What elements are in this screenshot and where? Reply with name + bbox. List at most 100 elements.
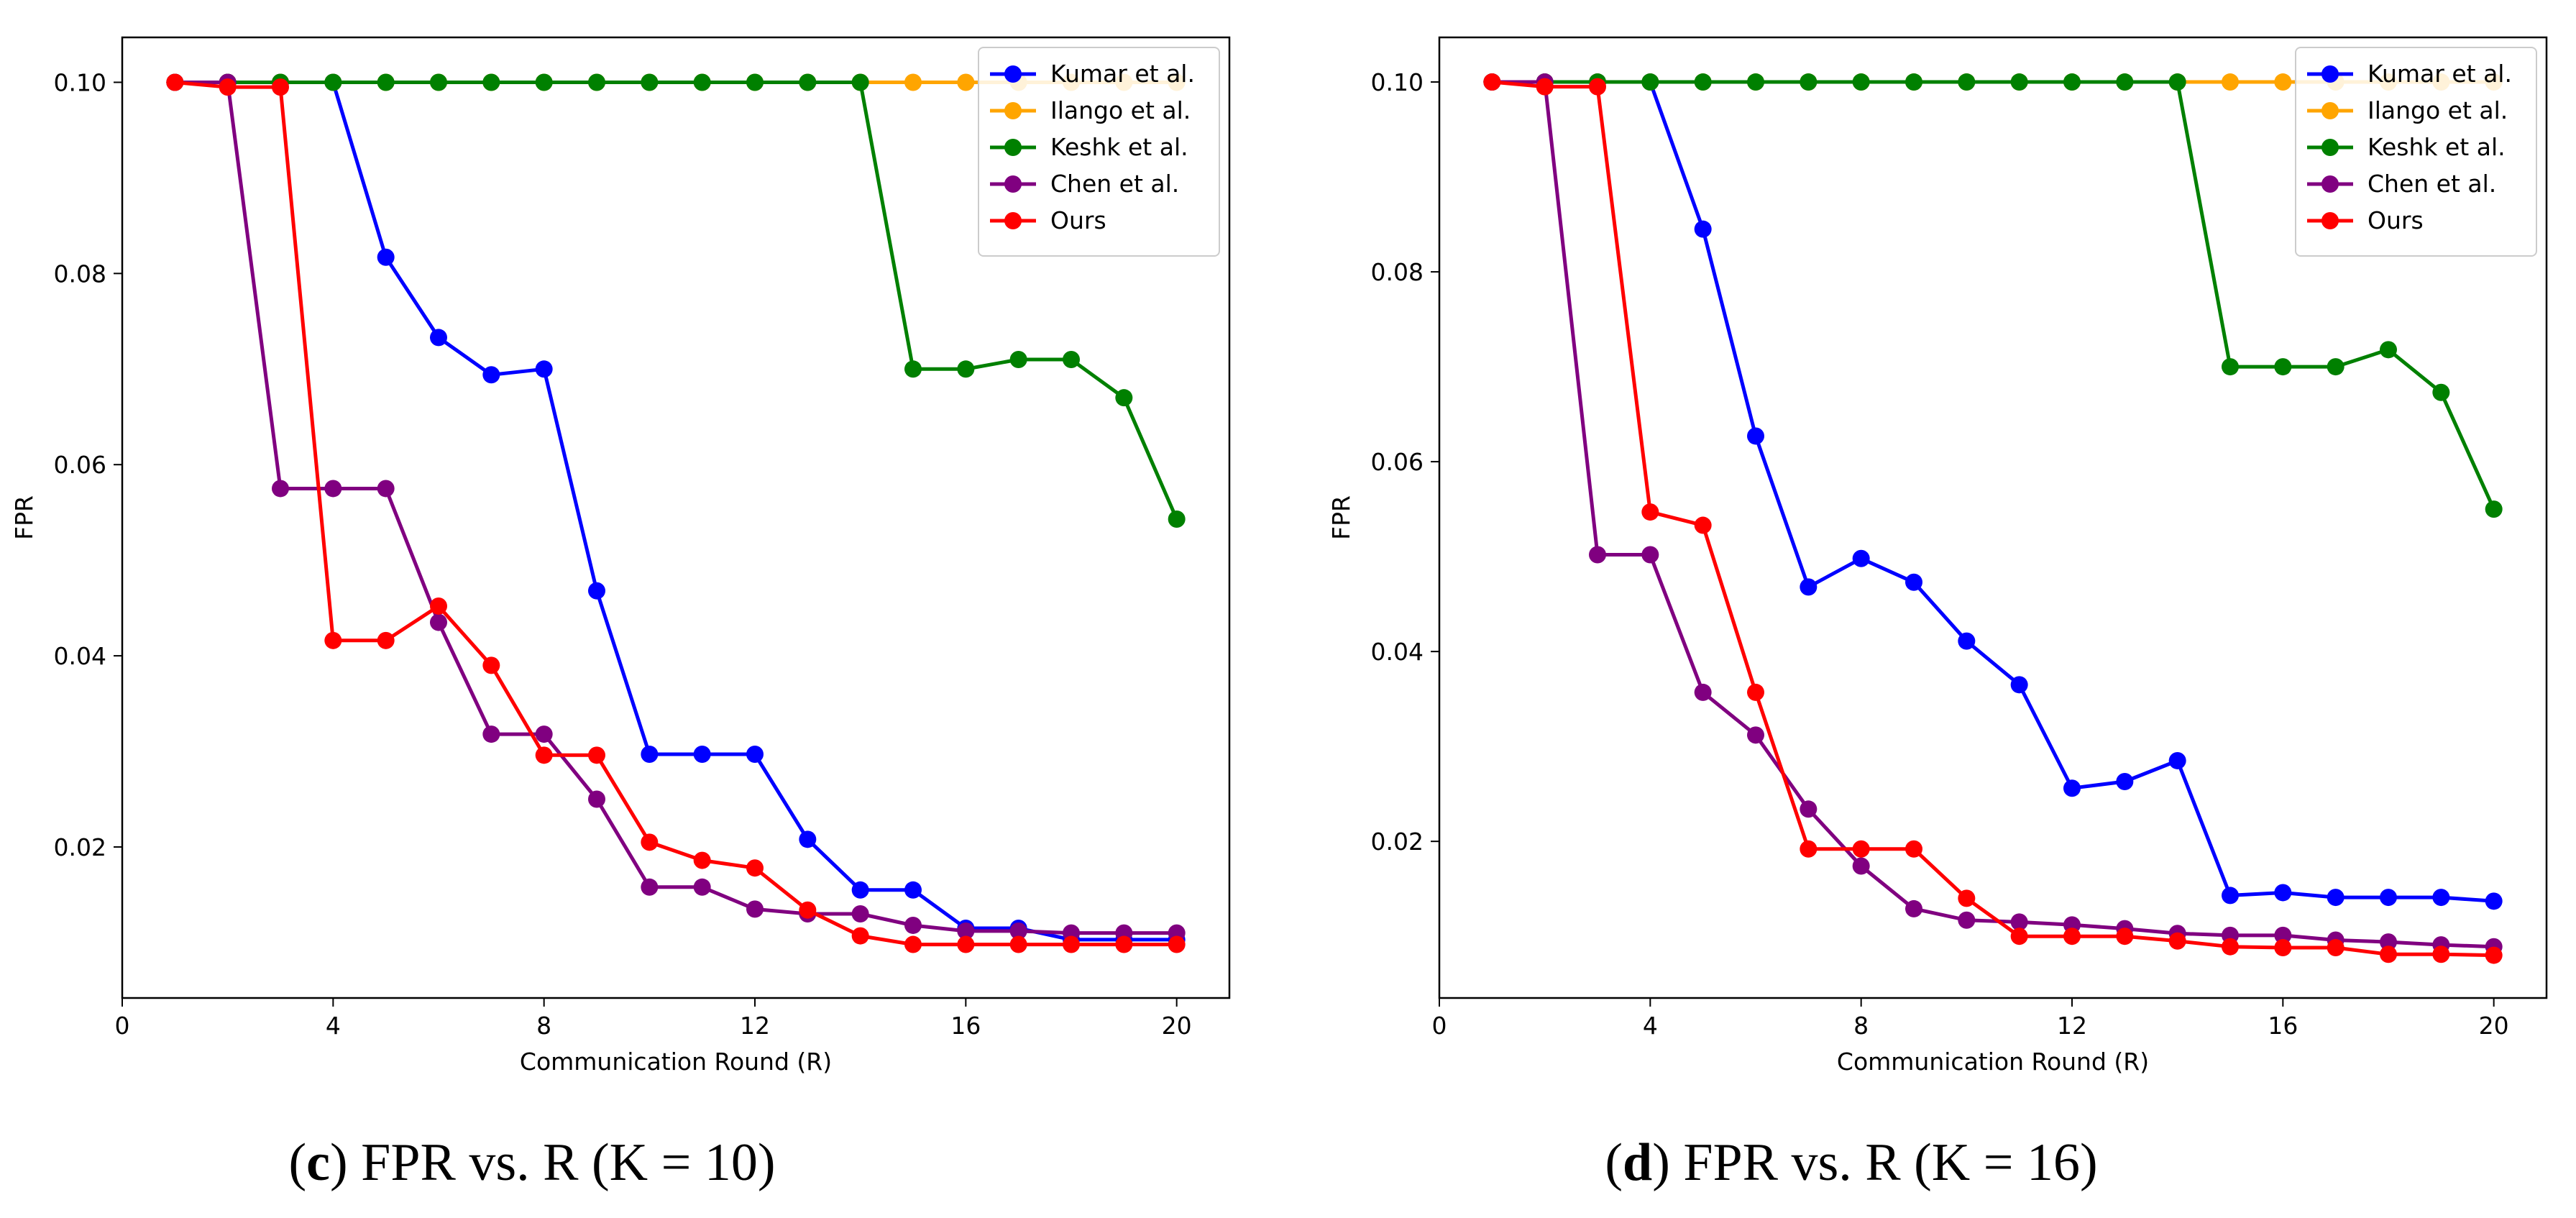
chart-c-series-ours-point — [535, 746, 553, 764]
chart-c-series-ours-point — [166, 73, 184, 91]
chart-d-plot-frame — [1438, 36, 2548, 999]
chart-c-series-keshk-et-al-point — [799, 73, 817, 91]
chart-c-series-ours-point — [219, 78, 237, 96]
chart-d-xtick-label: 12 — [2057, 1012, 2087, 1040]
chart-d-series-keshk-et-al-point — [1800, 73, 1818, 91]
chart-c-series-chen-et-al-point — [430, 613, 447, 631]
chart-d-series-kumar-et-al-point — [2168, 751, 2186, 769]
chart-c-xlabel: Communication Round (R) — [520, 1048, 832, 1076]
chart-d-series-chen-et-al-point — [1747, 726, 1764, 744]
chart-d-series-chen-et-al-point — [1694, 683, 1712, 701]
chart-d-series-ours-point — [1747, 683, 1764, 701]
chart-d-xtick-label: 20 — [2479, 1012, 2509, 1040]
caption-c-letter: c — [306, 1133, 331, 1192]
chart-d-series-chen-et-al-point — [1589, 546, 1606, 564]
chart-c-series-chen-et-al — [166, 73, 1186, 942]
chart-c-ytick-label: 0.04 — [54, 642, 106, 670]
chart-d-series-kumar-et-al-line — [1492, 80, 2494, 903]
chart-c-series-keshk-et-al-point — [482, 73, 500, 91]
chart-d-series-ours-point — [1958, 889, 1976, 907]
chart-c-series-keshk-et-al-point — [851, 73, 869, 91]
chart-c-series-ours-point — [430, 597, 447, 615]
chart-c-series-chen-et-al-point — [377, 480, 395, 498]
chart-c-series-chen-et-al-point — [851, 905, 869, 923]
chart-d-series-ours-point — [1800, 840, 1818, 858]
chart-d-series-kumar-et-al-point — [2327, 889, 2344, 907]
chart-d-series-ours-point — [2274, 939, 2292, 957]
chart-d-ytick-label: 0.02 — [1371, 828, 1424, 856]
chart-d-legend-box — [2295, 47, 2537, 257]
chart-c-legend-entry-marker — [1004, 212, 1022, 229]
chart-c-series-chen-et-al-line — [175, 81, 1177, 935]
chart-d-legend-entry-marker — [2321, 212, 2339, 229]
chart-d-series-keshk-et-al-point — [1905, 73, 1922, 91]
chart-c-legend-entry-marker — [1004, 175, 1022, 193]
chart-d-series-kumar-et-al-point — [1694, 220, 1712, 238]
chart-c-xtick-label: 4 — [326, 1012, 341, 1040]
chart-d-legend-entry-label: Ours — [2368, 206, 2424, 234]
chart-d-ytick-label: 0.08 — [1371, 258, 1424, 286]
chart-d-series-chen-et-al-point — [1641, 546, 1659, 564]
chart-d-legend-entry-marker — [2321, 175, 2339, 193]
chart-d-series-ours-point — [1483, 73, 1501, 91]
chart-c-series-keshk-et-al-point — [904, 360, 922, 378]
chart-panel-d: 0 4 8 12 16 20 0.02 0.04 0.06 0.08 0.10 Communicati… — [1327, 36, 2548, 1076]
chart-c-legend-entry-label: Ours — [1050, 206, 1106, 234]
chart-c-series-kumar-et-al-point — [535, 360, 553, 378]
chart-d-series-keshk-et-al-point — [2432, 383, 2450, 401]
chart-c-series-keshk-et-al-point — [430, 73, 447, 91]
chart-c-series-kumar-et-al-line — [175, 81, 1177, 942]
caption-d: (d) FPR vs. R (K = 16) — [1605, 1133, 2098, 1192]
chart-c-series-chen-et-al-point — [904, 916, 922, 934]
caption-c-text: ) FPR vs. R (K = 10) — [330, 1133, 776, 1192]
chart-c-legend-entry-label: Keshk et al. — [1050, 133, 1188, 161]
chart-c-series-chen-et-al-point — [272, 480, 289, 498]
chart-d-series-chen-et-al-point — [2380, 933, 2397, 951]
chart-d-legend-entry-label: Kumar et al. — [2368, 60, 2512, 88]
chart-d-series-kumar-et-al-point — [2010, 676, 2028, 694]
chart-c-series-keshk-et-al-point — [1168, 510, 1186, 528]
chart-d-series-ours-point — [2432, 945, 2450, 963]
chart-c-series-ilango-et-al-point — [957, 73, 975, 91]
chart-c-series-keshk-et-al-point — [1009, 350, 1027, 368]
chart-c-legend-entry-marker — [1004, 102, 1022, 119]
chart-d-series-chen-et-al — [1483, 73, 2503, 956]
chart-c-series-chen-et-al-point — [641, 878, 659, 896]
chart-d-series-ours-point — [1536, 78, 1554, 96]
chart-d-series-ours-point — [1852, 840, 1870, 858]
chart-d-series-kumar-et-al-point — [1747, 427, 1764, 445]
chart-d-series-ours-point — [1641, 503, 1659, 521]
chart-c-series-keshk-et-al-point — [693, 73, 711, 91]
chart-c-series-ours-point — [799, 901, 817, 919]
chart-c-series-chen-et-al-point — [693, 878, 711, 896]
chart-c-series-ours-point — [957, 935, 975, 953]
chart-c-series-ours-point — [1009, 935, 1027, 953]
chart-d-series-ilango-et-al-point — [2222, 73, 2239, 91]
chart-c-series-ours-point — [904, 935, 922, 953]
chart-d-series-keshk-et-al-point — [1747, 73, 1764, 91]
chart-c-series-chen-et-al-point — [482, 725, 500, 743]
chart-c-series-kumar-et-al-point — [430, 329, 447, 347]
chart-d-series-kumar-et-al-point — [2485, 892, 2503, 910]
chart-d-series-keshk-et-al-point — [1694, 73, 1712, 91]
chart-d-series-keshk-et-al-point — [2168, 73, 2186, 91]
chart-d-legend-entry-marker — [2321, 139, 2339, 156]
chart-d-series-ours-point — [2222, 938, 2239, 956]
chart-c-series-keshk-et-al-point — [1063, 350, 1080, 368]
chart-d-series-keshk-et-al-point — [2063, 73, 2081, 91]
chart-c-ytick-label: 0.02 — [54, 833, 106, 861]
chart-d-series-ours-point — [2116, 928, 2134, 945]
chart-d-series-keshk-et-al-point — [2274, 358, 2292, 376]
chart-d-series-kumar-et-al-point — [2222, 887, 2239, 905]
chart-c-series-chen-et-al-point — [588, 790, 605, 808]
chart-c-series-chen-et-al-point — [324, 480, 342, 498]
chart-c-series-keshk-et-al-point — [324, 73, 342, 91]
chart-c-series-kumar-et-al-point — [746, 746, 764, 764]
chart-d-series-kumar-et-al-point — [2116, 773, 2134, 791]
chart-d-legend-entry-marker — [2321, 65, 2339, 83]
chart-d-legend-entry-label: Chen et al. — [2368, 170, 2496, 198]
chart-c-xtick-label: 12 — [740, 1012, 770, 1040]
chart-c-series-kumar-et-al-point — [641, 746, 659, 764]
chart-d-series-chen-et-al-point — [1958, 911, 1976, 929]
